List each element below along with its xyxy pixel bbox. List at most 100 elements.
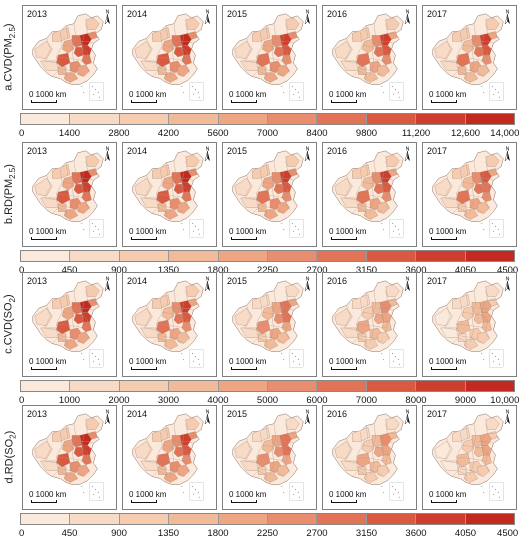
province-border: [281, 302, 290, 340]
island-dot: [92, 485, 93, 487]
province-border: [156, 31, 163, 69]
province-region: [452, 294, 471, 309]
island-dot: [81, 85, 83, 87]
province-region: [285, 17, 300, 30]
island-dot: [394, 488, 396, 490]
province-border: [244, 197, 257, 201]
china-map: [432, 413, 504, 501]
island-dot: [283, 491, 285, 493]
north-arrow-half: [304, 150, 308, 162]
province-region: [456, 52, 471, 68]
island-dot: [492, 222, 493, 224]
scale-label: 0 1000 km: [429, 227, 467, 236]
island-dot: [98, 363, 100, 365]
province-region: [163, 339, 179, 350]
province-border: [465, 292, 469, 307]
province-region: [352, 164, 371, 179]
north-letter: N: [406, 410, 410, 416]
province-region: [177, 464, 190, 477]
legend-swatch: [268, 514, 318, 524]
province-region: [385, 284, 400, 297]
province-border: [344, 305, 351, 329]
island-dot: [181, 85, 183, 87]
province-border: [269, 160, 277, 212]
province-region: [363, 339, 379, 350]
island-dot: [97, 358, 99, 360]
north-arrow-icon: N: [504, 277, 510, 292]
province-region: [58, 203, 67, 212]
island-dot: [298, 363, 300, 365]
island-dot: [498, 233, 500, 235]
province-border: [285, 290, 296, 301]
province-border: [481, 302, 490, 340]
province-border: [456, 31, 463, 69]
island-dot: [481, 222, 483, 224]
province-border: [156, 168, 163, 206]
north-arrow-icon: N: [404, 410, 410, 425]
north-arrow-half: [507, 281, 510, 291]
island-dot: [494, 225, 496, 227]
province-border: [469, 290, 477, 342]
island-dot: [492, 360, 494, 362]
year-label: 2017: [427, 409, 448, 419]
province-border: [444, 305, 451, 329]
island-dot: [292, 93, 294, 95]
island-dot: [497, 358, 499, 360]
province-border: [177, 178, 194, 181]
south-china-sea-inset: [389, 349, 404, 368]
scale-bar: [131, 500, 157, 503]
province-region: [285, 417, 300, 430]
province-region: [458, 466, 467, 475]
province-border: [285, 160, 296, 171]
legend-tick-label: 3600: [405, 265, 427, 276]
panel-row-b: b.RD(PM2.5) 2013 N 0 1000 km 2014 N 0 1000 km 2…: [0, 137, 531, 276]
island-dot: [392, 222, 393, 224]
province-region: [252, 164, 271, 179]
province-border: [352, 207, 367, 220]
province-border: [185, 160, 196, 171]
island-dot: [83, 91, 85, 93]
province-border: [44, 38, 51, 62]
legend-color-bar: [20, 250, 515, 262]
legend-swatch: [268, 251, 318, 261]
province-border: [252, 470, 267, 483]
island-dot: [392, 230, 394, 232]
island-dot: [492, 352, 493, 354]
province-border: [452, 207, 467, 220]
north-letter: N: [506, 147, 510, 153]
province-border: [262, 45, 282, 48]
north-arrow-half: [404, 13, 408, 25]
map-panel-2014: 2014 N 0 1000 km: [122, 142, 217, 247]
province-border: [52, 337, 67, 350]
province-border: [377, 308, 394, 311]
north-arrow-half: [204, 150, 208, 162]
island-dot: [392, 93, 394, 95]
province-border: [460, 205, 482, 212]
north-letter: N: [306, 10, 310, 16]
island-dot: [294, 488, 296, 490]
map-panel-2017: 2017 N 0 1000 km: [422, 405, 517, 510]
legend-swatch: [119, 114, 170, 124]
province-region: [358, 466, 367, 475]
province-border: [360, 335, 382, 342]
scale-label: 0 1000 km: [129, 357, 167, 366]
province-border: [81, 435, 90, 473]
province-border: [381, 302, 390, 340]
legend-tick-label: 4050: [454, 265, 477, 276]
province-border: [385, 290, 396, 301]
province-region: [185, 17, 200, 30]
province-border: [256, 193, 286, 199]
province-border: [165, 292, 169, 307]
province-border: [277, 441, 294, 444]
province-region: [152, 294, 171, 309]
province-border: [81, 302, 90, 340]
legend-tick-label: 6000: [306, 395, 328, 406]
island-dot: [494, 488, 496, 490]
north-arrow-icon: N: [404, 147, 410, 162]
north-letter: N: [406, 277, 410, 283]
legend-swatch: [268, 114, 318, 124]
map-panel-2013: 2013 N 0 1000 km: [22, 405, 117, 510]
map-panel-2013: 2013 N 0 1000 km: [22, 272, 117, 377]
province-region: [385, 17, 400, 30]
province-region: [52, 164, 71, 179]
